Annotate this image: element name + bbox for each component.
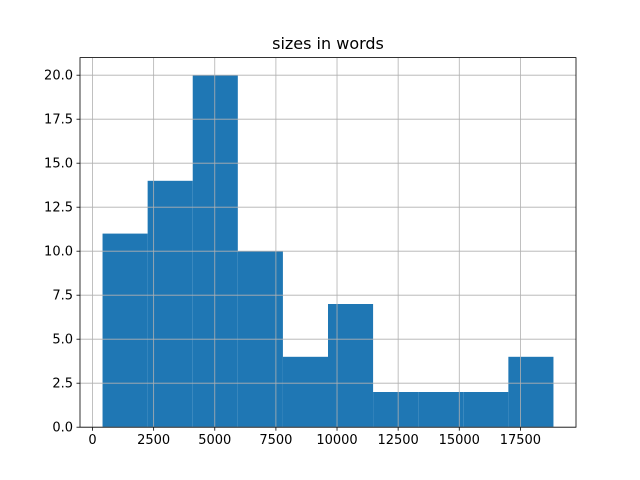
x-tick-label: 17500 (500, 433, 541, 448)
bar (508, 356, 554, 428)
chart-title: sizes in words (272, 34, 384, 53)
y-tick-label: 5.0 (52, 333, 73, 348)
y-tick-label: 17.5 (44, 113, 73, 128)
bar (282, 356, 328, 428)
y-tick-label: 12.5 (44, 201, 73, 216)
y-tick-label: 2.5 (52, 377, 73, 392)
x-tick-label: 12500 (377, 433, 418, 448)
y-tick-label: 20.0 (44, 69, 73, 84)
plot-frame (79, 57, 577, 428)
x-tick-label: 7500 (259, 433, 292, 448)
bar (328, 304, 374, 428)
bar (463, 392, 509, 428)
x-tick-label: 0 (88, 433, 96, 448)
y-tick-label: 10.0 (44, 245, 73, 260)
bar (147, 180, 193, 428)
x-tick-label: 2500 (137, 433, 170, 448)
bar (102, 233, 148, 428)
bar (373, 392, 419, 428)
y-tick-label: 15.0 (44, 157, 73, 172)
y-tick-label: 7.5 (52, 289, 73, 304)
x-tick-label: 5000 (198, 433, 231, 448)
y-tick-label: 0.0 (52, 421, 73, 436)
x-tick-label: 10000 (316, 433, 357, 448)
bar (418, 392, 464, 428)
x-tick-label: 15000 (439, 433, 480, 448)
